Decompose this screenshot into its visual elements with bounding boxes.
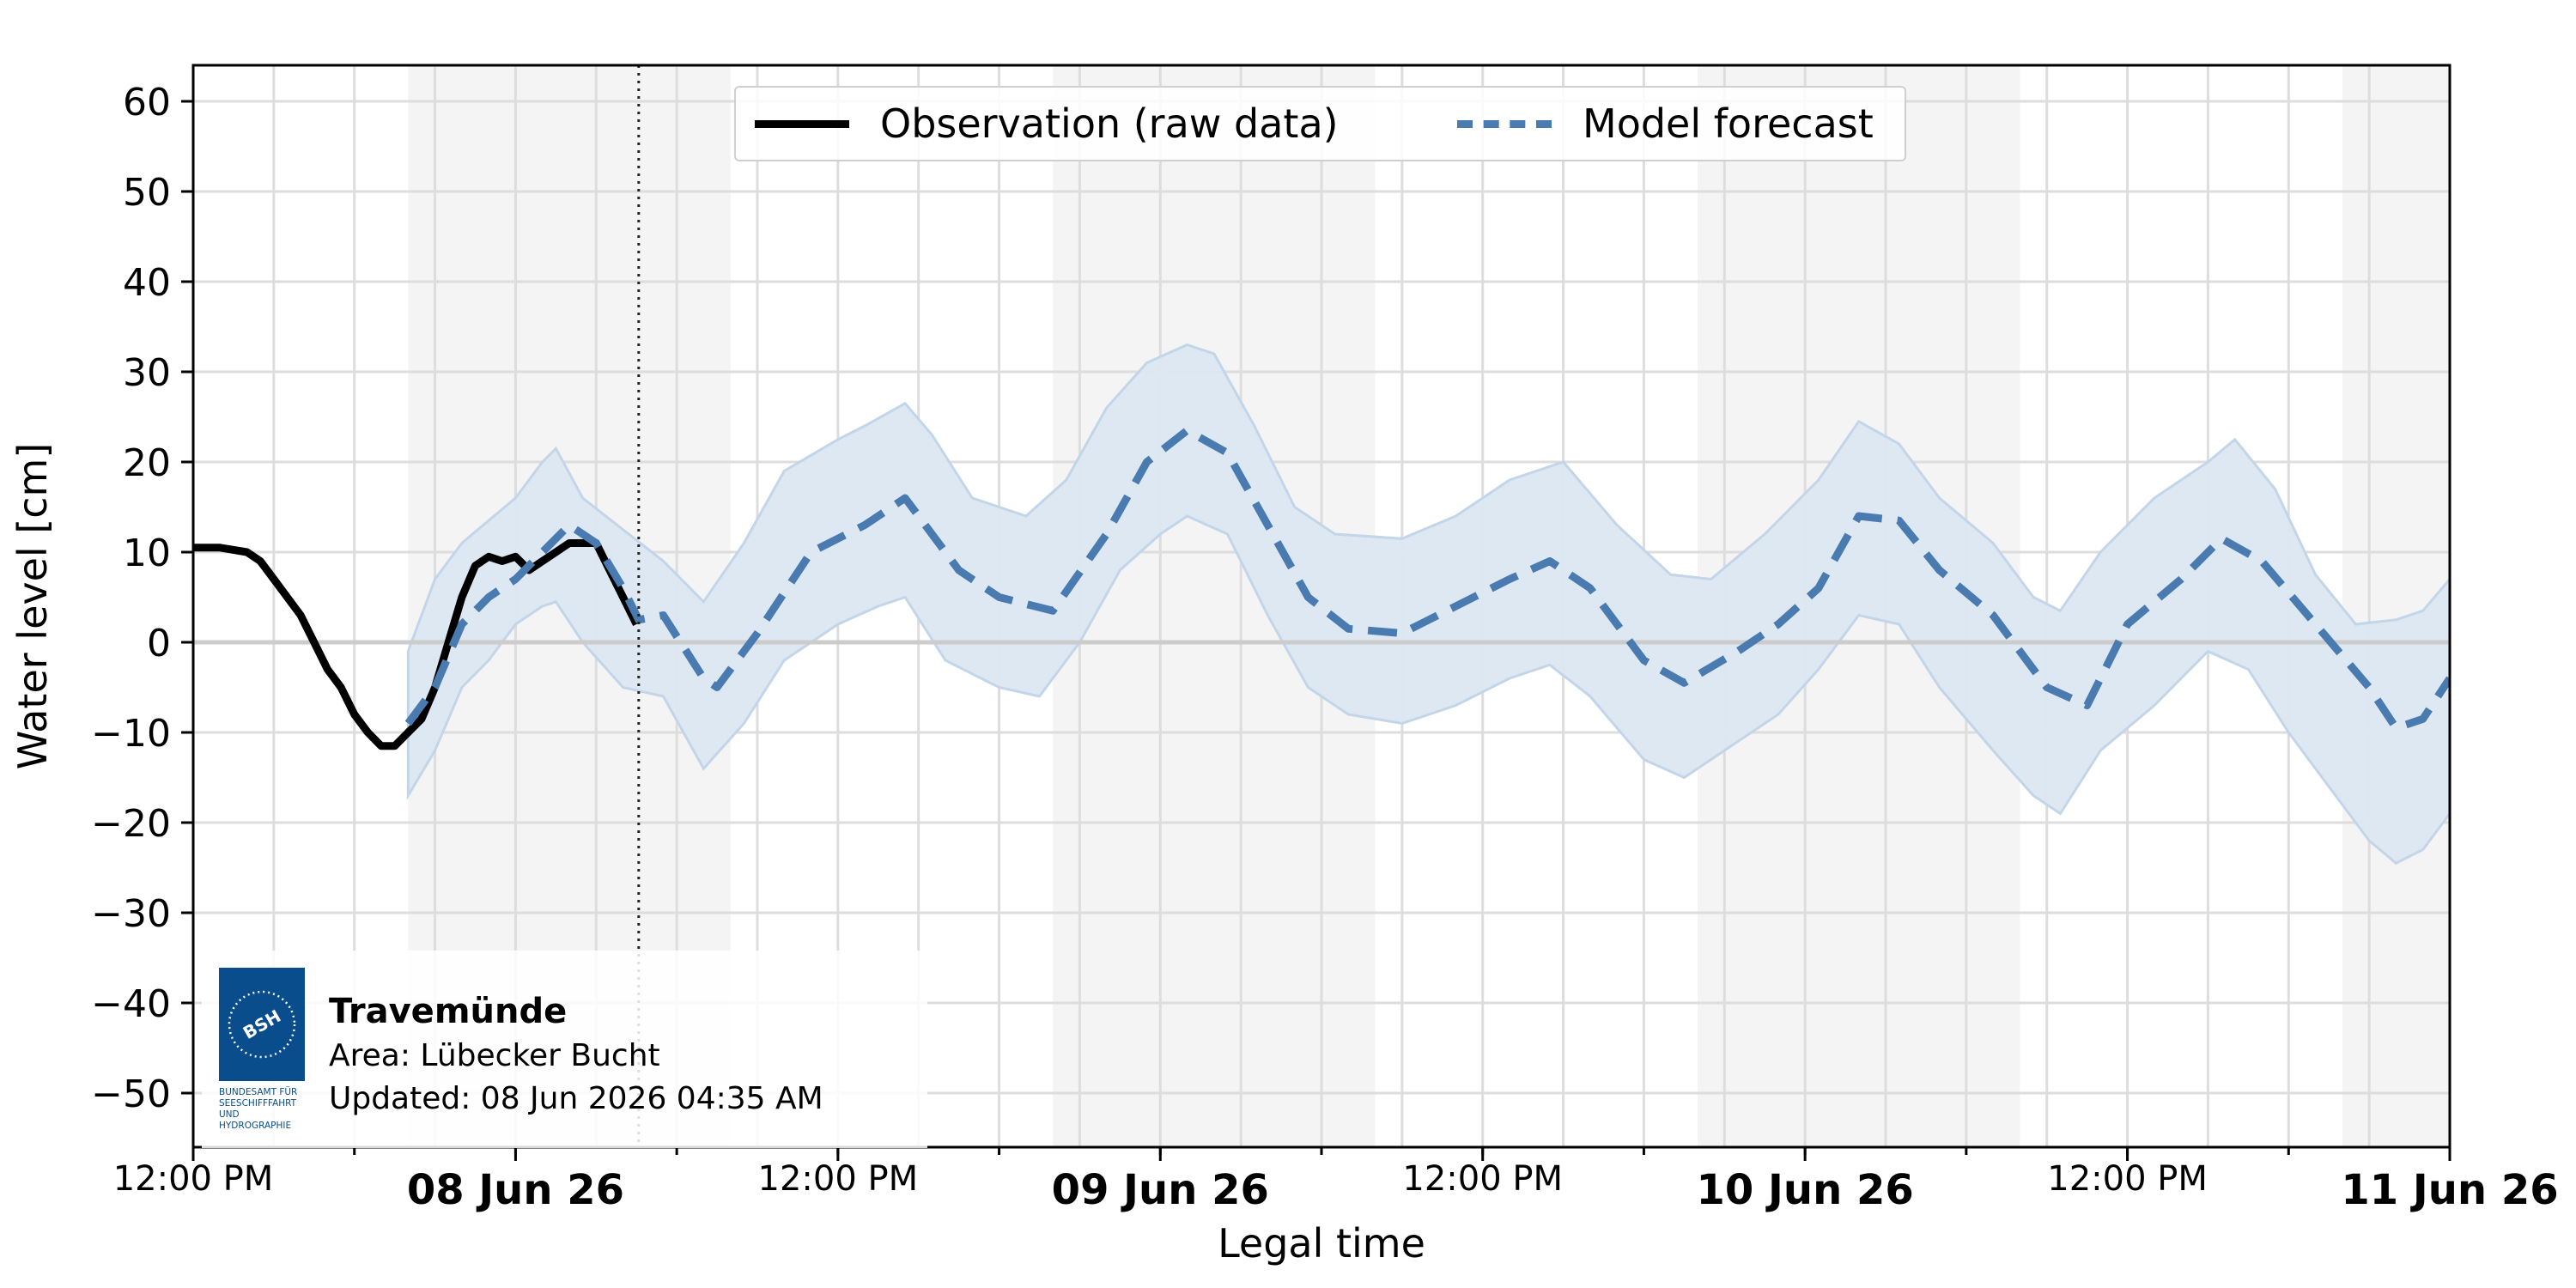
legend-item-observation: Observation (raw data) — [755, 88, 1339, 160]
x-tick-label: 08 Jun 26 — [407, 1166, 624, 1214]
legend-label-forecast: Model forecast — [1583, 100, 1874, 147]
y-tick-label: 30 — [123, 351, 171, 395]
legend-swatch-observation — [755, 119, 849, 128]
bsh-logo-line-1: BUNDESAMT FÜR — [219, 1086, 297, 1097]
bsh-logo-line-4: HYDROGRAPHIE — [219, 1121, 291, 1131]
x-tick-label: 12:00 PM — [1402, 1159, 1563, 1199]
bsh-logo: BSH BUNDESAMT FÜR SEESCHIFFFAHRT UND HYD… — [219, 968, 305, 1131]
x-tick-label: 11 Jun 26 — [2341, 1166, 2558, 1214]
legend-item-forecast: Model forecast — [1457, 88, 1874, 160]
y-tick-label: 20 — [123, 441, 171, 485]
y-tick-label: −10 — [91, 712, 171, 756]
y-tick-label: 10 — [123, 532, 171, 575]
legend-swatch-forecast — [1457, 119, 1552, 128]
x-tick-label: 10 Jun 26 — [1697, 1166, 1914, 1214]
y-tick-label: 40 — [123, 261, 171, 305]
y-tick-label: 60 — [123, 81, 171, 125]
y-tick-label: 50 — [123, 171, 171, 215]
y-tick-label: −50 — [91, 1072, 171, 1116]
observation-line — [193, 539, 641, 750]
y-tick-label: −40 — [91, 982, 171, 1026]
x-tick-label: 12:00 PM — [113, 1159, 274, 1199]
forecast-uncertainty-band — [406, 343, 2450, 866]
y-tick-label: 0 — [147, 622, 171, 665]
forecast-line — [404, 426, 2450, 732]
legend: Observation (raw data) Model forecast — [734, 86, 1906, 161]
x-tick-label: 09 Jun 26 — [1052, 1166, 1269, 1214]
y-axis-label: Water level [cm] — [9, 443, 56, 770]
bsh-logo-line-2: SEESCHIFFFAHRT — [219, 1098, 297, 1109]
y-tick-label: −30 — [91, 892, 171, 936]
x-tick-label: 12:00 PM — [2047, 1159, 2208, 1199]
station-name: Travemünde — [329, 992, 568, 1031]
x-axis-label: Legal time — [1218, 1220, 1425, 1267]
station-info-panel: BSH BUNDESAMT FÜR SEESCHIFFFAHRT UND HYD… — [202, 951, 927, 1148]
legend-label-observation: Observation (raw data) — [880, 100, 1339, 147]
updated-time: Updated: 08 Jun 2026 04:35 AM — [329, 1081, 823, 1116]
bsh-logo-line-3: UND — [219, 1109, 240, 1120]
x-tick-label: 12:00 PM — [758, 1159, 919, 1199]
y-tick-label: −20 — [91, 802, 171, 846]
station-area: Area: Lübecker Bucht — [329, 1038, 660, 1073]
